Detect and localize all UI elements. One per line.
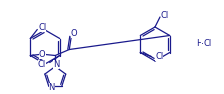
- Text: N: N: [53, 60, 59, 69]
- Text: Cl: Cl: [204, 39, 212, 49]
- Text: O: O: [39, 50, 46, 59]
- Text: H: H: [196, 39, 202, 49]
- Text: Cl: Cl: [161, 11, 169, 19]
- Text: Cl: Cl: [155, 52, 163, 61]
- Text: O: O: [71, 29, 78, 38]
- Text: Cl: Cl: [38, 60, 46, 69]
- Text: ·: ·: [201, 39, 204, 49]
- Text: Cl: Cl: [38, 23, 46, 32]
- Text: N: N: [49, 83, 55, 92]
